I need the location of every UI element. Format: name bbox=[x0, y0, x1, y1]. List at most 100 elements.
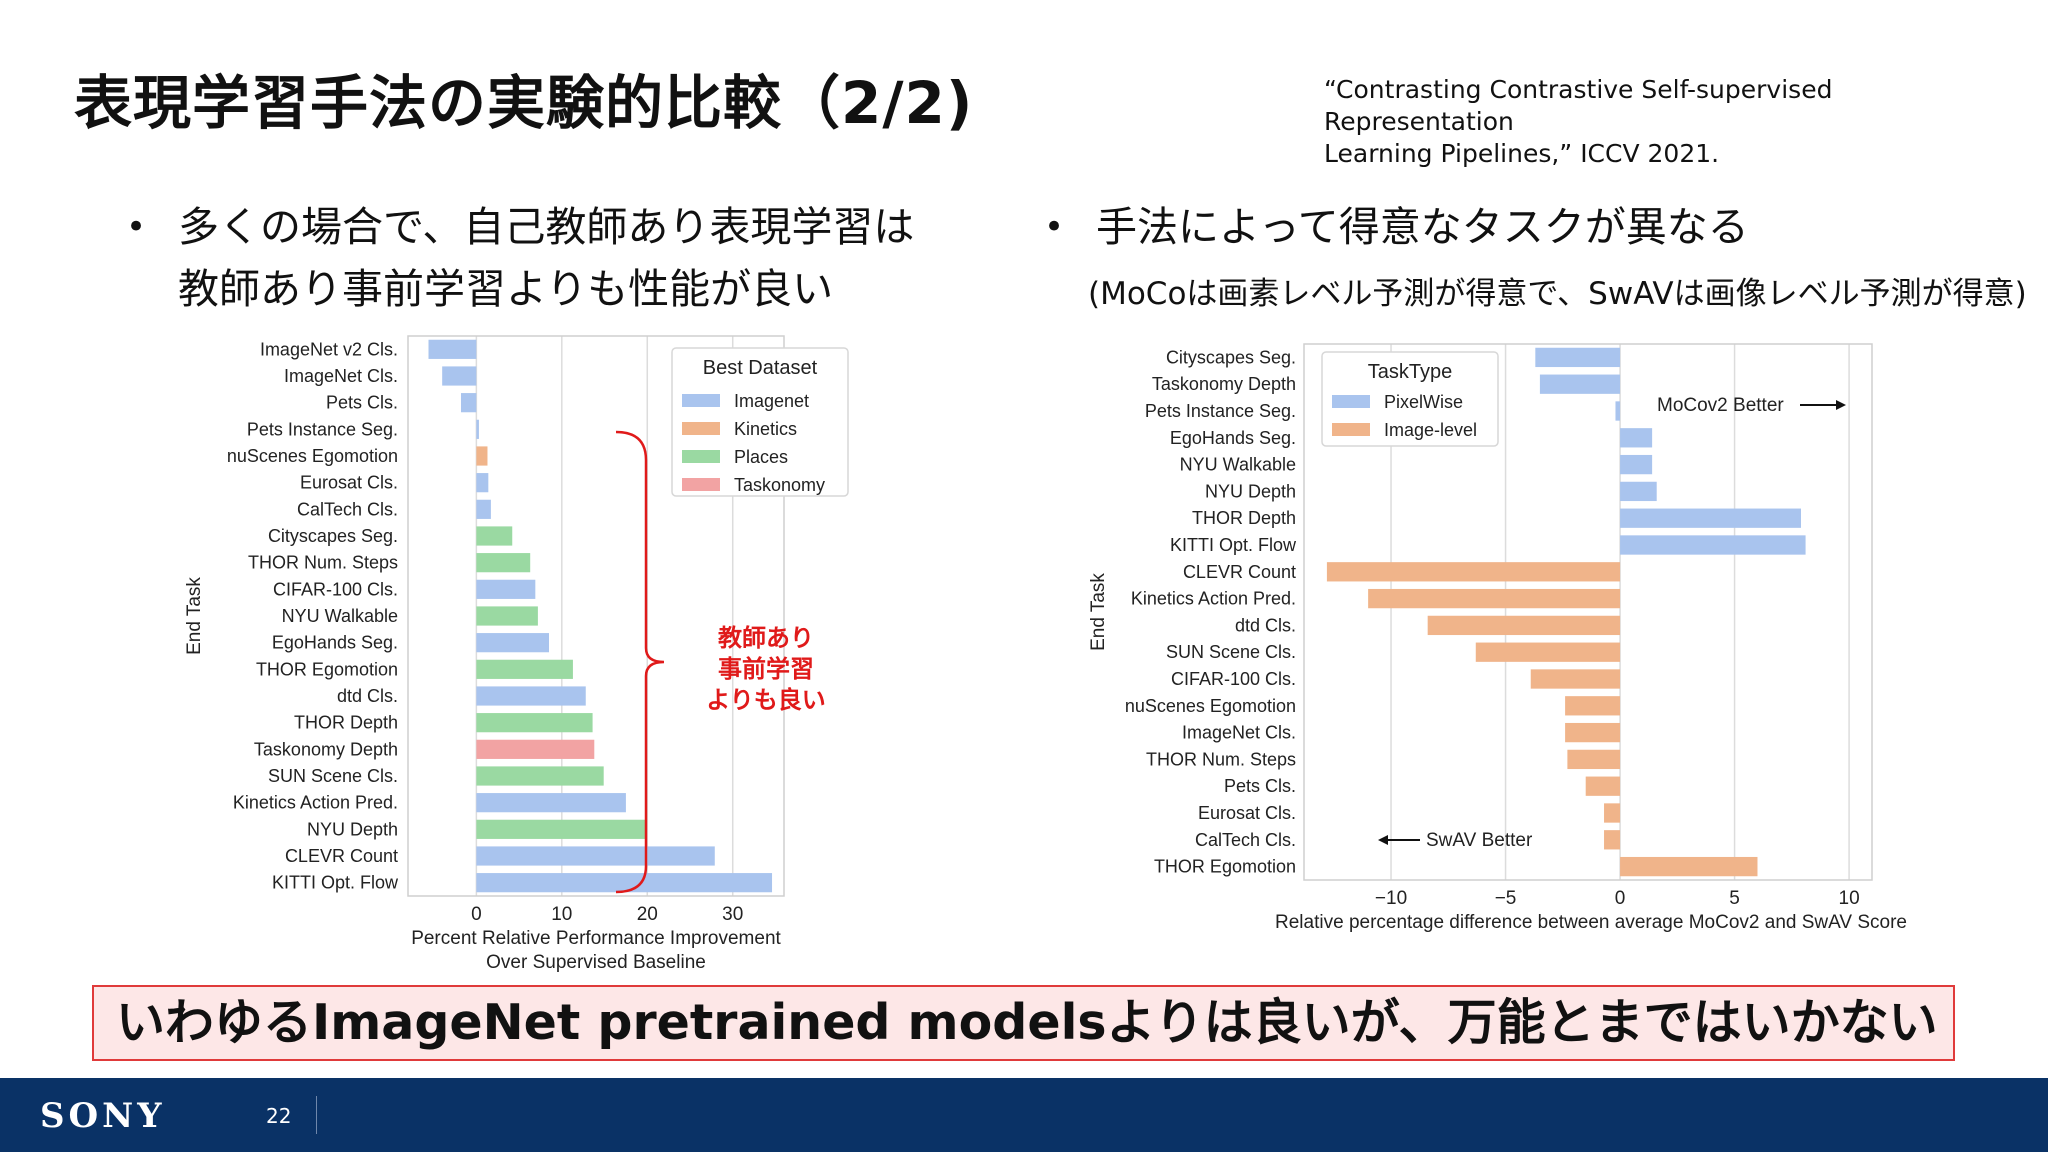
category-label: Kinetics Action Pred. bbox=[1131, 589, 1296, 609]
bar bbox=[476, 819, 646, 839]
bullet-left: • 多くの場合で、自己教師あり表現学習は 教師あり事前学習よりも性能が良い bbox=[126, 196, 915, 320]
category-label: NYU Depth bbox=[1205, 481, 1296, 501]
category-label: THOR Depth bbox=[1192, 508, 1296, 528]
x-axis-label: Relative percentage difference between a… bbox=[1275, 912, 1907, 933]
category-label: ImageNet Cls. bbox=[1182, 723, 1296, 743]
bar bbox=[1565, 696, 1621, 716]
legend-frame bbox=[1321, 351, 1499, 447]
category-label: CIFAR-100 Cls. bbox=[1171, 669, 1296, 689]
bar bbox=[476, 793, 626, 813]
bar bbox=[476, 419, 479, 439]
bar bbox=[476, 526, 513, 546]
category-label: Cityscapes Seg. bbox=[268, 526, 398, 546]
x-tick-label: −10 bbox=[1375, 888, 1407, 909]
bullet-marker: • bbox=[126, 207, 147, 247]
legend-title: TaskType bbox=[1368, 361, 1452, 383]
citation-line-1: “Contrasting Contrastive Self-supervised… bbox=[1324, 75, 1833, 136]
red-brace bbox=[615, 430, 665, 894]
category-label: ImageNet Cls. bbox=[284, 366, 398, 386]
legend-swatch bbox=[682, 422, 720, 435]
legend-label: Image-level bbox=[1384, 420, 1477, 440]
bar bbox=[476, 499, 491, 519]
category-label: CLEVR Count bbox=[1183, 562, 1296, 582]
category-label: NYU Walkable bbox=[1180, 455, 1296, 475]
bar bbox=[476, 579, 536, 599]
y-axis-label: End Task bbox=[184, 577, 205, 655]
bar bbox=[1620, 508, 1801, 528]
x-tick-label: 0 bbox=[1615, 888, 1626, 909]
bullet-marker: • bbox=[1044, 207, 1065, 247]
category-label: KITTI Opt. Flow bbox=[1170, 535, 1297, 555]
category-label: nuScenes Egomotion bbox=[227, 446, 398, 466]
x-tick-label: −5 bbox=[1495, 888, 1517, 909]
bar bbox=[1620, 481, 1657, 502]
summary-box: いわゆるImageNet pretrained modelsよりは良いが、万能と… bbox=[92, 985, 1955, 1061]
bar bbox=[476, 473, 489, 493]
legend-swatch bbox=[682, 394, 720, 407]
bullet-left-line-1: 多くの場合で、自己教師あり表現学習は bbox=[178, 203, 915, 251]
legend-swatch bbox=[1332, 423, 1370, 436]
bar bbox=[428, 339, 477, 359]
x-tick-label: 20 bbox=[637, 904, 658, 925]
category-label: Pets Instance Seg. bbox=[1145, 401, 1296, 421]
category-label: nuScenes Egomotion bbox=[1125, 696, 1296, 716]
bar bbox=[476, 553, 531, 573]
category-label: SUN Scene Cls. bbox=[268, 766, 398, 786]
x-tick-label: 10 bbox=[1839, 888, 1860, 909]
bar bbox=[476, 873, 773, 893]
category-label: THOR Egomotion bbox=[1154, 857, 1296, 877]
category-label: ImageNet v2 Cls. bbox=[260, 339, 398, 359]
legend-label: Places bbox=[734, 447, 788, 467]
bullet-left-line-2: 教師あり事前学習よりも性能が良い bbox=[178, 265, 834, 313]
category-label: EgoHands Seg. bbox=[272, 633, 398, 653]
bar bbox=[1620, 454, 1653, 475]
bar bbox=[1427, 615, 1621, 636]
legend: TaskType PixelWise Image-level bbox=[1321, 351, 1499, 447]
x-tick-label: 30 bbox=[722, 904, 743, 925]
plot-frame bbox=[407, 335, 785, 897]
bar bbox=[476, 446, 488, 466]
sony-logo: SONY bbox=[40, 1096, 166, 1136]
moco-better-label: MoCov2 Better bbox=[1657, 395, 1784, 416]
bar bbox=[1585, 776, 1621, 796]
chart-right: −10 −5 0 5 10 Cityscapes Seg. Taskonomy Depth P… bbox=[1080, 336, 1980, 956]
footer-divider bbox=[316, 1096, 317, 1134]
legend-label: Taskonomy bbox=[734, 475, 825, 495]
category-label: CalTech Cls. bbox=[1195, 830, 1296, 850]
chart-left-svg: 0 10 20 30 ImageNet v2 Cls. ImageNet Cls. Pets… bbox=[184, 335, 849, 973]
category-label: Pets Cls. bbox=[326, 393, 398, 413]
bar bbox=[476, 659, 573, 679]
category-label: THOR Egomotion bbox=[256, 659, 398, 679]
legend-swatch bbox=[682, 478, 720, 491]
bar bbox=[1535, 347, 1621, 368]
category-label: Cityscapes Seg. bbox=[1166, 347, 1296, 367]
bullet-right-text: 手法によって得意なタスクが異なる bbox=[1096, 203, 1749, 251]
category-label: NYU Depth bbox=[307, 819, 398, 839]
category-label: Eurosat Cls. bbox=[1198, 803, 1296, 823]
bar bbox=[1567, 749, 1621, 770]
category-label: CIFAR-100 Cls. bbox=[273, 579, 398, 599]
x-axis-label-line-1: Percent Relative Performance Improvement bbox=[411, 928, 781, 949]
bar bbox=[1604, 803, 1621, 823]
legend-label: PixelWise bbox=[1384, 392, 1463, 412]
swav-arrow-head bbox=[1378, 835, 1388, 845]
bar bbox=[476, 846, 715, 866]
category-label: EgoHands Seg. bbox=[1170, 428, 1296, 448]
category-label: THOR Depth bbox=[294, 713, 398, 733]
category-label: THOR Num. Steps bbox=[1146, 749, 1296, 769]
bar bbox=[1620, 535, 1806, 555]
y-axis-label: End Task bbox=[1088, 573, 1109, 651]
slide-title: 表現学習手法の実験的比較（2/2) bbox=[74, 69, 974, 137]
bar bbox=[1475, 642, 1621, 662]
annotation-text: よりも良い bbox=[706, 686, 826, 714]
bar bbox=[1565, 722, 1621, 743]
legend-swatch bbox=[682, 450, 720, 463]
category-label: dtd Cls. bbox=[337, 686, 398, 706]
category-label: Taskonomy Depth bbox=[1152, 374, 1296, 394]
bar bbox=[476, 606, 538, 626]
bar bbox=[442, 366, 477, 386]
bar bbox=[1539, 374, 1621, 394]
x-tick-label: 0 bbox=[471, 904, 482, 925]
x-tick-label: 10 bbox=[551, 904, 572, 925]
category-label: SUN Scene Cls. bbox=[1166, 642, 1296, 662]
